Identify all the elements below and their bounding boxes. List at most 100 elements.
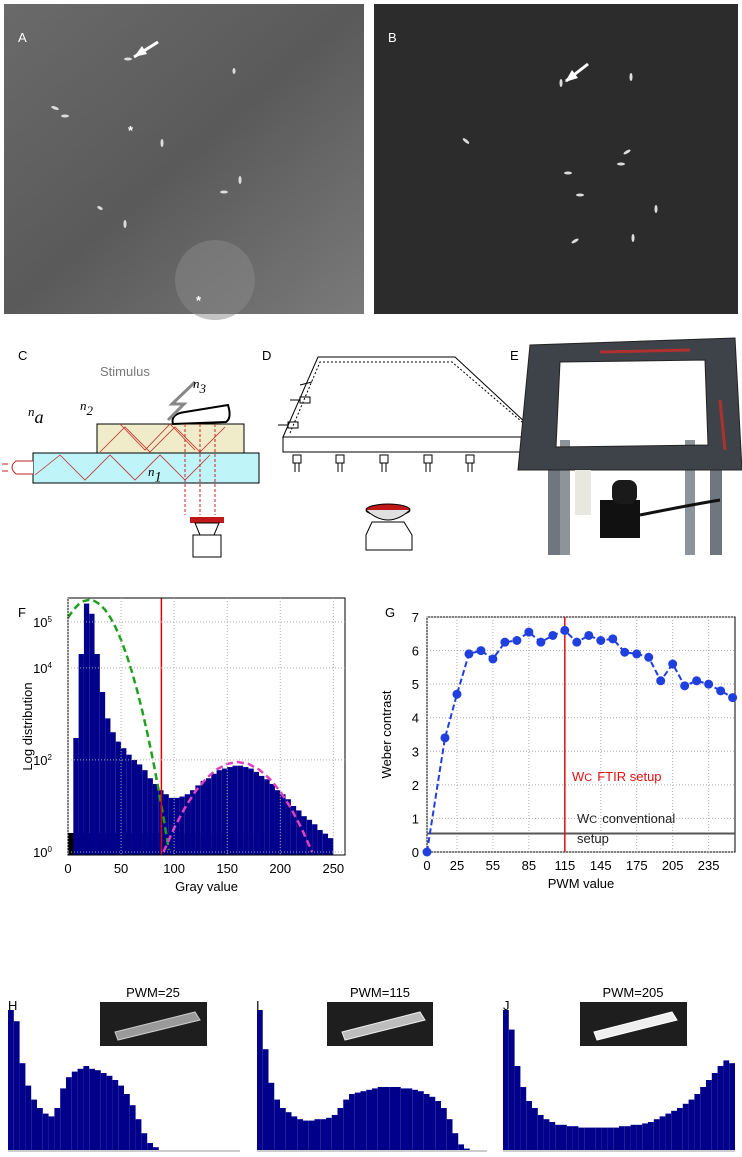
histogram-bar: [306, 819, 313, 855]
x-tick-label: 85: [522, 858, 536, 873]
histogram-bar: [264, 779, 270, 855]
histogram-bar: [595, 1127, 602, 1150]
histogram-bar: [99, 691, 106, 855]
histogram-bar: [532, 1108, 538, 1150]
histogram-bar: [630, 1124, 637, 1150]
histogram-bar: [354, 1092, 361, 1150]
histogram-bar: [147, 1143, 153, 1150]
histogram-bar: [389, 1087, 395, 1150]
histogram-bar: [243, 767, 249, 855]
photo-e: [517, 337, 742, 555]
histogram-bar: [237, 765, 244, 855]
data-point: [476, 646, 486, 656]
histogram-bar: [429, 1096, 436, 1150]
histogram-bar: [343, 1099, 349, 1150]
asterisk: *: [196, 293, 202, 308]
histogram-bar: [659, 1116, 666, 1150]
histogram-bar: [253, 771, 260, 855]
y-tick-label: 7: [412, 610, 419, 625]
x-tick-label: 0: [423, 858, 430, 873]
histogram-bar: [372, 1088, 378, 1150]
histogram-bar: [441, 1108, 447, 1150]
y-axis-label: Log distribution: [20, 682, 35, 770]
data-point: [632, 649, 642, 659]
tick-exponent: 4: [48, 661, 53, 670]
inset-title: PWM=115: [350, 985, 410, 1000]
histogram-bar: [642, 1123, 648, 1150]
histogram-bar: [337, 1108, 344, 1150]
histogram-bar: [66, 1077, 72, 1150]
annotation-text: conventional: [602, 811, 675, 826]
x-tick-label: 150: [216, 861, 238, 876]
histogram-bar: [290, 805, 297, 855]
histogram-bar: [232, 765, 238, 855]
histogram-bar: [89, 1068, 95, 1150]
histogram-bar: [285, 1112, 292, 1150]
data-point: [524, 627, 534, 637]
histogram-bar: [285, 799, 291, 855]
histogram-bar: [179, 796, 185, 855]
histogram-bar: [636, 1124, 643, 1150]
histogram-bar: [184, 794, 191, 855]
histogram-bar: [216, 770, 222, 855]
subscript: 2: [87, 403, 94, 418]
histogram-bar: [312, 824, 318, 855]
histogram-bar: [383, 1087, 390, 1150]
histogram-bar: [257, 1010, 263, 1150]
data-point: [680, 681, 690, 691]
histogram-bar: [118, 1085, 124, 1150]
histogram-bar: [561, 1124, 567, 1150]
histogram-bar: [406, 1088, 413, 1150]
photo-a: [4, 4, 364, 320]
histogram-bar: [700, 1087, 706, 1150]
refractive-index: n2: [80, 398, 94, 418]
y-tick-label: 2: [412, 778, 419, 793]
histogram-bar: [89, 613, 95, 855]
histogram-bar: [259, 775, 265, 855]
histogram-bar: [291, 1116, 298, 1150]
photo-b: [374, 4, 738, 314]
histogram-bar: [711, 1073, 718, 1150]
histogram-bar: [322, 833, 329, 855]
histogram-bar: [280, 1108, 286, 1150]
data-point: [692, 676, 702, 686]
asterisk: *: [128, 123, 134, 138]
panel-label: A: [18, 30, 27, 45]
histogram-bar: [308, 1120, 315, 1150]
histogram-bar: [221, 768, 228, 855]
y-axis-label: Weber contrast: [379, 690, 394, 778]
data-point: [500, 637, 510, 647]
inset-title: PWM=25: [126, 985, 180, 1000]
data-point: [536, 637, 546, 647]
tick-exponent: 0: [48, 845, 53, 854]
histogram-bar: [682, 1103, 689, 1150]
histogram-bar: [42, 1113, 49, 1150]
histogram-bar: [613, 1127, 619, 1150]
histogram-bar: [303, 1120, 309, 1150]
y-tick-label: 100: [33, 845, 52, 860]
y-tick-label: 4: [412, 711, 419, 726]
histogram-bar: [131, 759, 137, 855]
y-tick-label: 3: [412, 744, 419, 759]
histogram-bar: [262, 1049, 269, 1150]
tick-exponent: 5: [48, 615, 53, 624]
histogram-bar: [423, 1094, 430, 1150]
histogram-bar: [452, 1133, 459, 1150]
histogram-bar: [395, 1087, 401, 1150]
histogram-bar: [366, 1089, 372, 1150]
y-tick-label: 1: [412, 811, 419, 826]
histogram-bar: [624, 1126, 631, 1150]
subscript: a: [35, 407, 44, 427]
data-point: [704, 679, 714, 689]
histogram-bar: [590, 1127, 596, 1150]
data-point: [488, 654, 498, 664]
panel-label: I: [256, 998, 260, 1013]
data-point: [668, 659, 678, 669]
histogram-bar: [331, 1115, 338, 1150]
histogram-bar: [136, 764, 143, 855]
x-tick-label: 55: [486, 858, 500, 873]
histogram-bar: [412, 1089, 418, 1150]
histogram-bar: [317, 830, 323, 855]
histogram-bar: [94, 654, 100, 855]
histogram-bar: [174, 797, 180, 855]
